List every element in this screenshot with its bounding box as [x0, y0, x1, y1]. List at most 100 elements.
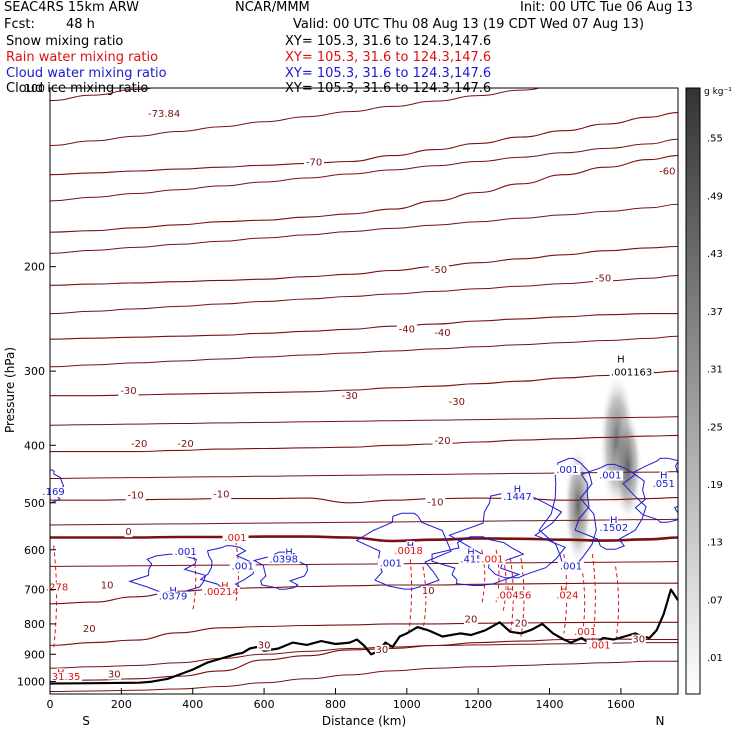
- temperature-contour: [50, 335, 678, 368]
- cloud-water-label: H: [467, 548, 475, 559]
- cloud-water-label-bg: [169, 585, 178, 596]
- temperature-contour: [50, 313, 678, 340]
- rain-water-contour: [615, 566, 620, 643]
- rain-water-label-bg: [202, 586, 241, 597]
- cloud-water-contour: [448, 492, 567, 579]
- rain-water-contour: [235, 540, 240, 604]
- temperature-label: 30: [375, 645, 388, 656]
- temperature-contour: [50, 434, 678, 453]
- temperature-label-bg: [425, 497, 446, 508]
- cloud-water-label-bg: [557, 561, 584, 572]
- x-tick-label: 0: [47, 698, 54, 711]
- cloud-water-label-bg: [659, 470, 668, 481]
- temperature-label: 0: [125, 527, 131, 538]
- temperature-contour: [50, 518, 678, 526]
- fcst-value: 48 h: [66, 17, 95, 32]
- temperature-contour: [50, 370, 678, 397]
- field-snow-xy: XY= 105.3, 31.6 to 124.3,147.6: [285, 34, 492, 49]
- rain-water-label-bg: [554, 590, 581, 601]
- y-axis-title: Pressure (hPa): [3, 347, 17, 433]
- temperature-label: 20: [465, 614, 478, 625]
- cloud-water-label-bg: [406, 540, 415, 551]
- y-tick-label-top: 100: [24, 82, 45, 95]
- field-rain-name: Rain water mixing ratio: [6, 50, 159, 65]
- rain-water-label: .001: [481, 554, 503, 565]
- rain-water-label: .001: [224, 533, 246, 544]
- temperature-label-bg: [107, 669, 122, 680]
- cloud-water-label: .1502: [599, 523, 628, 534]
- rain-water-label: .0018: [394, 546, 423, 557]
- temperature-label: 10: [101, 580, 114, 591]
- cloud-water-label: .001: [174, 547, 196, 558]
- colorbar-label: .37: [707, 307, 723, 318]
- colorbar-unit: g kg⁻¹: [704, 87, 732, 97]
- temperature-contour: [50, 561, 678, 567]
- temperature-label-bg: [175, 439, 196, 450]
- temperature-contour: [50, 88, 154, 102]
- cloud-water-contour: [631, 457, 678, 523]
- cloud-water-label-bg: [377, 558, 404, 569]
- field-snow-name: Snow mixing ratio: [6, 34, 124, 49]
- temperature-label: -40: [434, 328, 450, 339]
- temperature-label-bg: [396, 324, 417, 335]
- cloud-water-label-bg: [157, 591, 190, 602]
- cloud-water-label-bg: [597, 523, 630, 534]
- temperature-label-bg: [125, 490, 146, 501]
- temperature-contour: [50, 138, 678, 202]
- cloud-ice-shading: [614, 410, 643, 523]
- temperature-label: -60: [659, 167, 675, 178]
- cloud-water-label: .169: [42, 487, 64, 498]
- rain-water-label-bg: [572, 626, 599, 637]
- y-tick-label: 500: [24, 497, 45, 510]
- temperature-label: -30: [342, 391, 358, 402]
- temperature-label: -70: [306, 157, 322, 168]
- rain-water-label-bg: [50, 672, 83, 683]
- rain-water-contour: [192, 549, 197, 611]
- temperature-label: -20: [131, 439, 147, 450]
- x-axis-title: Distance (km): [322, 714, 406, 728]
- temperature-label-bg: [129, 439, 150, 450]
- temperature-label-bg: [514, 618, 528, 629]
- cloud-water-label-bg: [597, 470, 624, 481]
- rain-water-label-bg: [479, 554, 506, 565]
- temperature-contour: [50, 88, 542, 146]
- temperature-label: 20: [83, 624, 96, 635]
- cloud-water-label-bg: [172, 546, 199, 557]
- temperature-label-bg: [428, 265, 449, 276]
- cloud-water-contour: [431, 536, 525, 586]
- temperature-contour: [50, 275, 678, 315]
- field-rain-xy: XY= 105.3, 31.6 to 124.3,147.6: [285, 50, 492, 65]
- x-tick-label: 1400: [536, 698, 564, 711]
- colorbar-label: .13: [707, 538, 723, 549]
- model-title: SEAC4RS 15km ARW: [4, 0, 140, 15]
- temperature-contour: [50, 203, 678, 254]
- cloud-water-contour: [50, 469, 65, 504]
- fcst-label: Fcst:: [4, 17, 35, 32]
- rain-water-label-bg: [222, 533, 249, 544]
- cloud-water-label: .001: [560, 562, 582, 573]
- cloud-water-contour: [355, 512, 452, 590]
- y-tick-label: 400: [24, 439, 45, 452]
- temperature-label-bg: [432, 328, 453, 339]
- colorbar-label: .49: [707, 191, 723, 202]
- temperature-label: -20: [177, 439, 193, 450]
- temperature-label: -20: [434, 436, 450, 447]
- temperature-contour: [50, 155, 678, 233]
- y-tick-label: 1000: [17, 675, 45, 688]
- cloud-water-label-bg: [513, 484, 522, 495]
- y-tick-label: 600: [24, 544, 45, 557]
- org-label: NCAR/MMM: [235, 0, 310, 15]
- cloud-water-label: H: [514, 484, 522, 495]
- colorbar-label: .19: [707, 480, 723, 491]
- temperature-contour: [50, 112, 678, 176]
- cloud-water-label: .001: [556, 465, 578, 476]
- temperature-contour: [50, 535, 678, 543]
- rain-water-contour: [422, 566, 427, 631]
- cloud-water-label: .001: [232, 562, 254, 573]
- temperature-label: -10: [127, 491, 143, 502]
- cloud-water-label-bg: [467, 547, 476, 558]
- x-tick-label: 200: [111, 698, 132, 711]
- rain-water-contour: [53, 545, 58, 649]
- temperature-contour: [50, 642, 678, 669]
- cloud-water-label-bg: [267, 554, 300, 565]
